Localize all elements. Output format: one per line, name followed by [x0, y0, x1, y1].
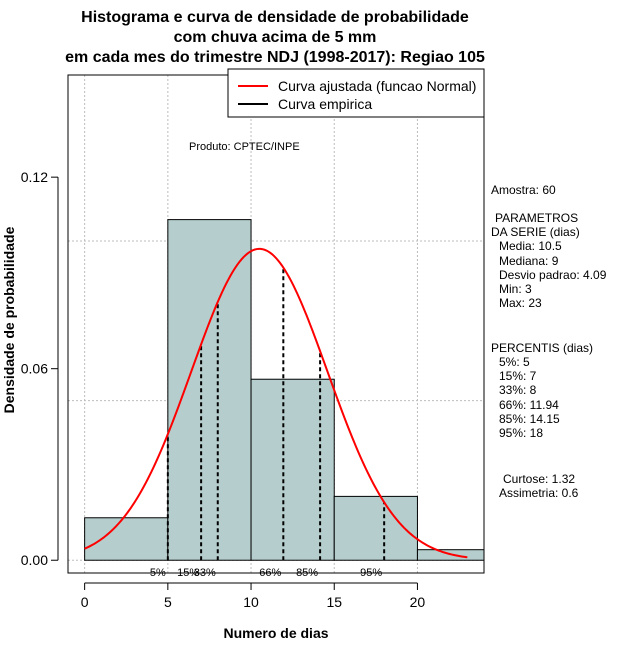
stat-p66: 66%: 11.94 [499, 398, 559, 412]
stat-media: Media: 10.5 [499, 239, 562, 253]
histogram-bars [84, 219, 485, 561]
histogram-bar [250, 378, 335, 561]
stat-amostra: Amostra: 60 [491, 183, 556, 197]
x-axis: 0 5 10 15 20 [81, 582, 426, 610]
y-tick-label: 0.06 [21, 361, 48, 377]
stat-desvio: Desvio padrao: 4.09 [499, 268, 607, 282]
x-tick-label: 20 [410, 594, 426, 610]
stat-param-title-1: PARAMETROS [495, 211, 578, 225]
stat-p95: 95%: 18 [499, 426, 543, 440]
chart-title-line-2: com chuva acima de 5 mm [174, 29, 377, 46]
stat-perc-title: PERCENTIS (dias) [491, 341, 593, 355]
stat-assimetria: Assimetria: 0.6 [499, 486, 579, 500]
legend: Curva ajustada (funcao Normal) Curva emp… [227, 68, 485, 118]
stat-p85: 85%: 14.15 [499, 412, 560, 426]
stats-panel: Amostra: 60 PARAMETROS DA SERIE (dias) M… [491, 183, 607, 500]
histogram-bar [167, 219, 252, 561]
x-tick-label: 5 [164, 594, 172, 610]
x-tick-label: 10 [243, 594, 259, 610]
stat-p5: 5%: 5 [499, 355, 530, 369]
stat-max: Max: 23 [499, 296, 542, 310]
x-axis-title: Numero de dias [223, 625, 328, 641]
chart-title-line-1: Histograma e curva de densidade de proba… [81, 9, 469, 26]
stat-mediana: Mediana: 9 [499, 254, 559, 268]
x-tick-label: 15 [326, 594, 342, 610]
normal-fit-curve [84, 247, 468, 559]
chart-title-line-3: em cada mes do trimestre NDJ (1998-2017)… [65, 49, 485, 66]
histogram-bar [84, 517, 169, 561]
stat-p33: 33%: 8 [499, 383, 537, 397]
legend-label-empirical: Curva empirica [278, 96, 372, 112]
y-axis: 0.00 0.06 0.12 [21, 169, 59, 568]
stat-curtose: Curtose: 1.32 [503, 472, 575, 486]
stat-param-title-2: DA SERIE (dias) [491, 225, 580, 239]
legend-box [227, 68, 485, 118]
y-tick-label: 0.00 [21, 552, 48, 568]
legend-label-normal: Curva ajustada (funcao Normal) [278, 78, 476, 94]
x-tick-label: 0 [81, 594, 89, 610]
y-axis-title: Densidade de probabilidade [1, 226, 17, 413]
product-annotation: Produto: CPTEC/INPE [189, 141, 300, 153]
stat-min: Min: 3 [499, 282, 532, 296]
stat-p15: 15%: 7 [499, 369, 537, 383]
y-tick-label: 0.12 [21, 169, 48, 185]
